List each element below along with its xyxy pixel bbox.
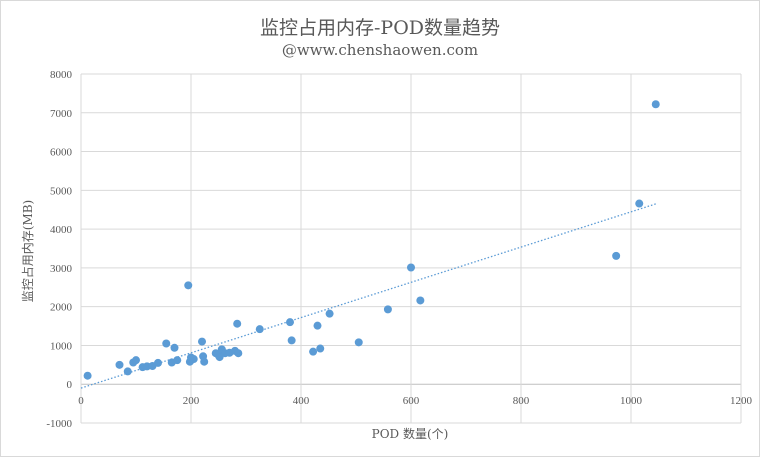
y-tick-label: 2000 <box>50 302 73 314</box>
y-axis-title: 监控占用内存(MB) <box>20 200 35 302</box>
data-point <box>325 309 334 318</box>
data-point <box>184 281 193 290</box>
data-points <box>83 100 660 380</box>
data-point <box>83 371 92 380</box>
data-point <box>651 100 660 109</box>
x-tick-label: 800 <box>513 395 530 407</box>
y-tick-label: 8000 <box>50 69 73 81</box>
data-point <box>173 356 182 365</box>
data-point <box>200 357 209 366</box>
data-point <box>198 337 206 346</box>
x-tick-label: 0 <box>78 395 84 407</box>
x-tick-label: 200 <box>183 395 200 407</box>
data-point <box>170 343 179 352</box>
trendline-layer <box>80 203 656 389</box>
data-point <box>154 358 162 367</box>
data-point <box>383 305 392 314</box>
y-tick-label: 4000 <box>50 224 73 236</box>
x-axis-ticks: 0 200 400 600 800 1000 1200 <box>78 395 752 407</box>
y-tick-label: 3000 <box>50 263 73 275</box>
y-tick-label: 7000 <box>50 108 73 120</box>
y-tick-label: -1000 <box>46 418 72 430</box>
y-tick-label: 6000 <box>50 147 73 159</box>
chart-title: 监控占用内存-POD数量趋势 <box>259 17 500 39</box>
data-point <box>309 347 318 356</box>
data-point <box>635 199 644 208</box>
y-tick-label: 1000 <box>50 340 73 352</box>
data-point <box>115 360 124 369</box>
data-point <box>123 367 132 376</box>
data-point <box>354 338 363 347</box>
data-point <box>287 336 296 345</box>
data-point <box>132 356 140 365</box>
y-tick-label: 0 <box>67 379 73 391</box>
x-tick-label: 400 <box>293 395 310 407</box>
x-tick-label: 1200 <box>730 395 753 407</box>
data-point <box>612 251 621 260</box>
data-point <box>162 339 171 348</box>
data-point <box>234 349 243 358</box>
gridlines <box>80 73 742 424</box>
x-tick-label: 1000 <box>620 395 643 407</box>
y-axis-ticks: -1000 0 1000 2000 3000 4000 5000 6000 7000 8000 <box>46 69 72 430</box>
data-point <box>233 319 242 328</box>
data-point <box>416 296 425 305</box>
data-point <box>313 321 322 330</box>
data-point <box>407 263 415 272</box>
trendline <box>80 203 656 389</box>
x-axis-title: POD 数量(个) <box>372 426 449 441</box>
data-point <box>316 344 325 353</box>
data-point <box>189 355 198 364</box>
x-tick-label: 600 <box>403 395 420 407</box>
chart-subtitle: @www.chenshaowen.com <box>281 41 479 59</box>
data-point <box>286 318 294 327</box>
y-tick-label: 5000 <box>50 185 73 197</box>
data-point <box>255 325 264 334</box>
